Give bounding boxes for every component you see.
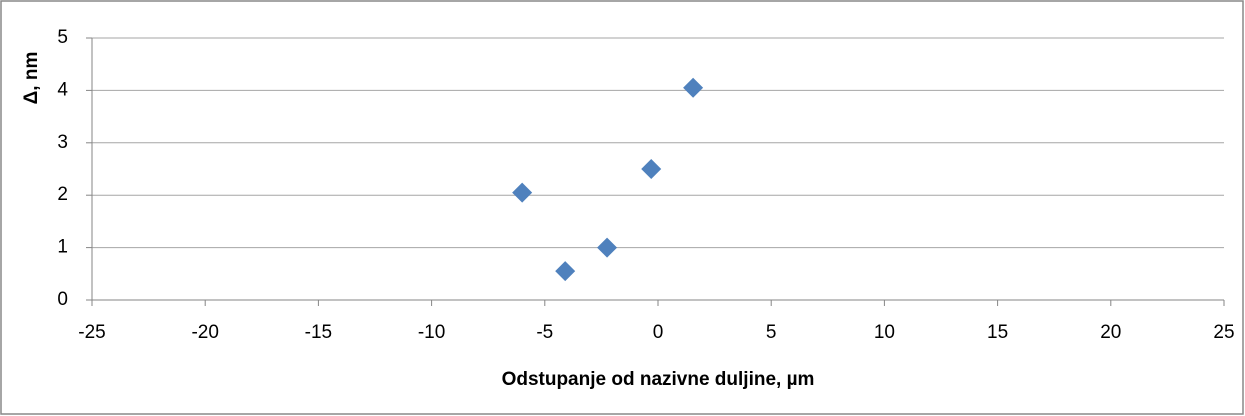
point bbox=[512, 182, 533, 203]
point bbox=[555, 261, 576, 282]
x-tick-label: -15 bbox=[305, 322, 332, 343]
y-tick-label: 2 bbox=[57, 184, 68, 205]
x-tick-label: 5 bbox=[766, 322, 777, 343]
x-tick-label: 20 bbox=[1100, 322, 1121, 343]
x-tick-label: 15 bbox=[987, 322, 1008, 343]
y-tick-label: 4 bbox=[57, 79, 68, 100]
x-tick-label: -20 bbox=[191, 322, 218, 343]
x-tick-label: 25 bbox=[1213, 322, 1234, 343]
x-tick-label: 0 bbox=[653, 322, 664, 343]
y-tick-label: 3 bbox=[57, 132, 68, 153]
y-tick-label: 1 bbox=[57, 237, 68, 258]
y-axis-title: Δ, nm bbox=[21, 52, 42, 105]
x-tick-label: -10 bbox=[418, 322, 445, 343]
point bbox=[641, 159, 662, 179]
y-tick-label: 5 bbox=[57, 27, 68, 48]
y-tick-label: 0 bbox=[57, 289, 68, 310]
x-tick-label: 10 bbox=[874, 322, 895, 343]
point bbox=[683, 77, 704, 98]
x-tick-label: -25 bbox=[78, 322, 105, 343]
x-axis-title: Odstupanje od nazivne duljine, µm bbox=[502, 369, 815, 390]
x-tick-label: -5 bbox=[536, 322, 553, 343]
point bbox=[597, 237, 618, 258]
